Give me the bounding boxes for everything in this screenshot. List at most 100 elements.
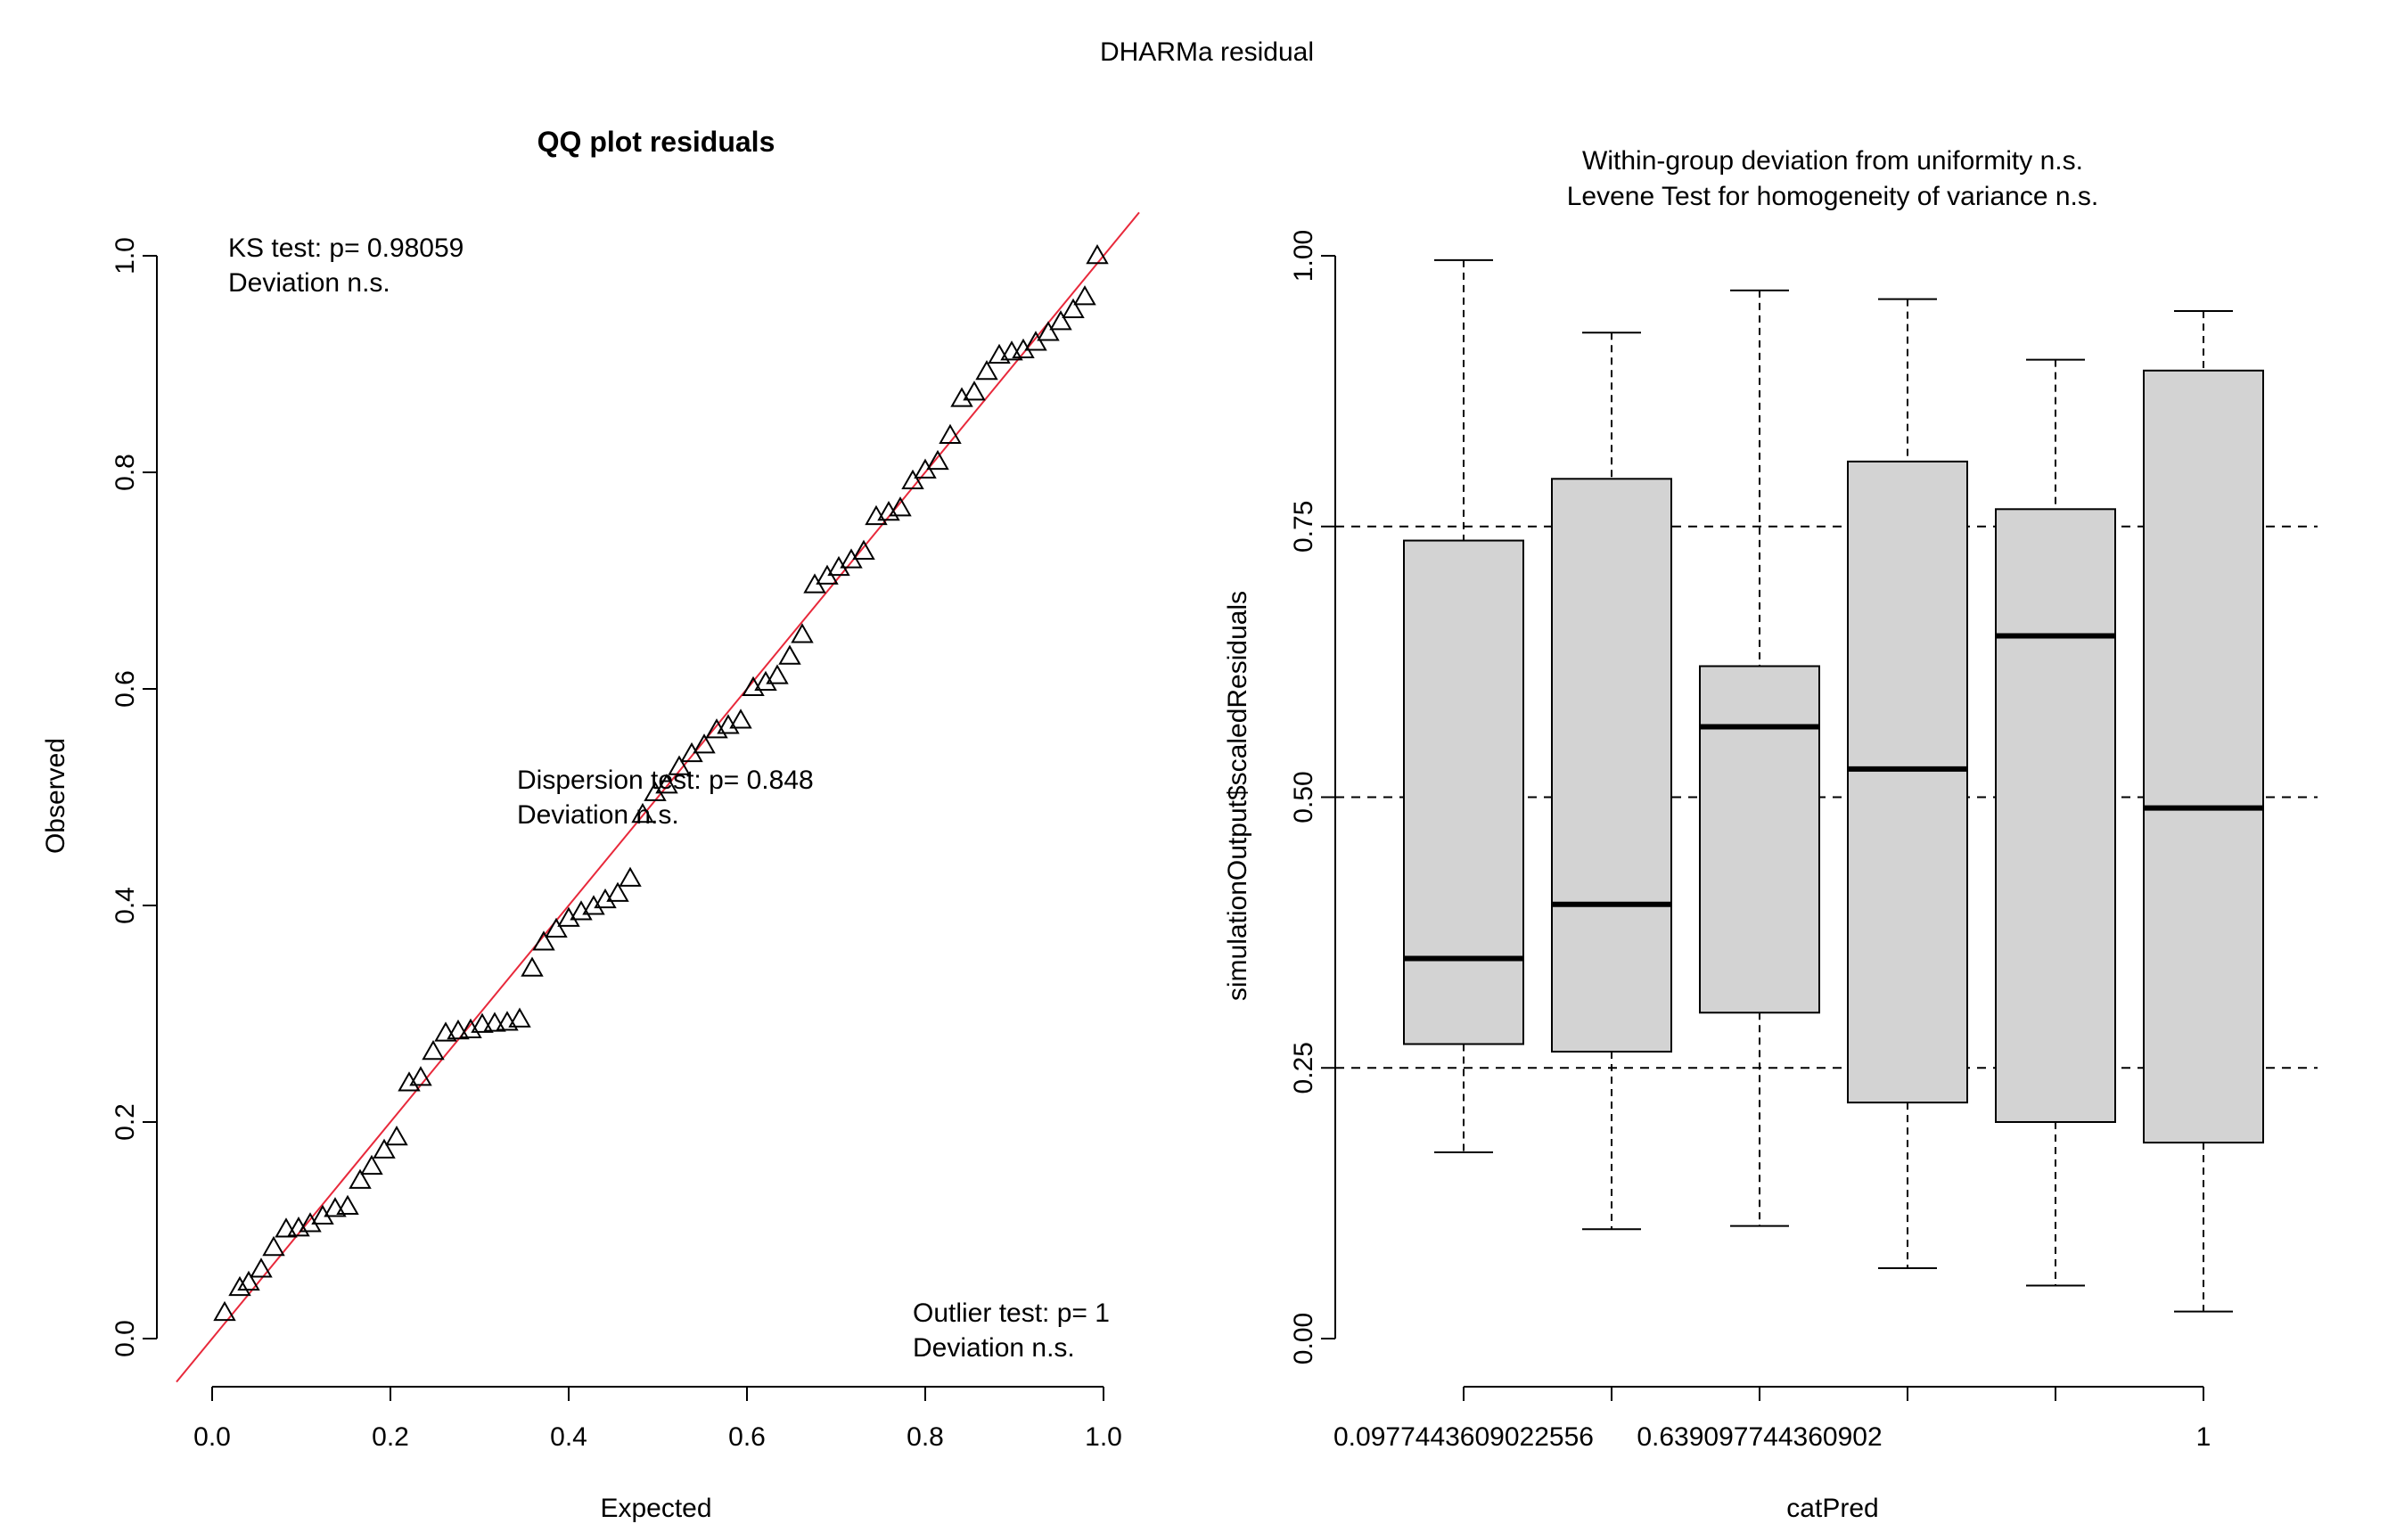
- qq-point: [1086, 243, 1109, 265]
- qq-point: [262, 1235, 285, 1257]
- boxplot-box-group: [1699, 289, 1820, 1227]
- boxplot-x-tick-label: 0.639097744360902: [1637, 1422, 1882, 1452]
- qq-point: [447, 1019, 470, 1040]
- box-iqr: [1847, 460, 1968, 1104]
- boxplot-x-axis-label: catPred: [1786, 1494, 1878, 1523]
- boxplot-y-axis: 0.00 0.25 0.50 0.75 1.00: [1289, 230, 1336, 1364]
- dispersion-deviation-text: Deviation n.s.: [517, 800, 679, 830]
- outlier-test-text: Outlier test: p= 1: [913, 1298, 1110, 1328]
- qq-point: [311, 1204, 334, 1225]
- qq-point: [754, 670, 777, 691]
- qq-point: [1073, 285, 1096, 306]
- qq-point: [827, 555, 850, 577]
- boxplot-y-tick-label: 1.00: [1289, 230, 1318, 282]
- qq-point: [582, 895, 605, 915]
- qq-point: [852, 539, 875, 560]
- qq-point: [1024, 331, 1047, 351]
- qq-point: [717, 714, 740, 734]
- qq-point: [508, 1007, 531, 1028]
- qq-point: [963, 381, 986, 401]
- qq-point: [1037, 321, 1060, 341]
- boxplot-y-tick-label: 0.50: [1289, 771, 1318, 823]
- qq-point: [1062, 298, 1085, 318]
- qq-point: [668, 755, 691, 775]
- box-iqr: [2143, 369, 2264, 1144]
- boxplot-box-group: [1403, 258, 1524, 1154]
- qq-y-tick-label: 0.0: [111, 1320, 140, 1357]
- qq-point: [250, 1257, 273, 1278]
- qq-y-tick-label: 0.2: [111, 1103, 140, 1141]
- qq-point: [901, 469, 924, 489]
- qq-point: [349, 1168, 372, 1189]
- qq-point: [1012, 338, 1035, 358]
- qq-point: [459, 1018, 482, 1038]
- boxplot-box-group: [1847, 298, 1968, 1270]
- qq-point: [360, 1154, 383, 1175]
- qq-point: [631, 802, 654, 823]
- qq-y-tick-label: 0.6: [111, 670, 140, 708]
- dispersion-test-text: Dispersion test: p= 0.848: [517, 766, 814, 795]
- qq-point: [545, 917, 568, 938]
- qq-point: [791, 623, 814, 643]
- qq-point: [975, 359, 998, 381]
- qq-points: [213, 243, 1109, 1322]
- qq-point: [926, 449, 949, 471]
- outlier-deviation-text: Deviation n.s.: [913, 1333, 1075, 1363]
- qq-point: [398, 1071, 421, 1092]
- boxplot-box-group: [2143, 309, 2264, 1313]
- qq-point: [950, 387, 973, 407]
- qq-point: [299, 1212, 322, 1233]
- qq-point: [228, 1275, 251, 1297]
- qq-plot-panel: QQ plot residuals 0.0 0.2 0.4 0.6 0.8 1.0 0.0…: [41, 126, 1140, 1523]
- qq-point: [471, 1012, 494, 1033]
- qq-point: [594, 888, 617, 909]
- qq-point: [324, 1197, 347, 1217]
- qq-y-tick-label: 1.0: [111, 237, 140, 274]
- boxplot-y-tick-label: 0.00: [1289, 1313, 1318, 1364]
- qq-y-axis: 0.0 0.2 0.4 0.6 0.8 1.0: [111, 237, 158, 1357]
- qq-point: [778, 644, 801, 665]
- qq-x-axis-label: Expected: [600, 1494, 711, 1523]
- qq-point: [557, 906, 580, 927]
- boxplot-y-tick-label: 0.75: [1289, 501, 1318, 553]
- qq-point: [521, 956, 544, 977]
- boxplot-title-line2: Levene Test for homogeneity of variance …: [1567, 182, 2098, 211]
- qq-point: [655, 774, 678, 794]
- boxplot-title-line1: Within-group deviation from uniformity n…: [1582, 146, 2083, 176]
- ks-deviation-text: Deviation n.s.: [228, 268, 390, 298]
- qq-plot-title: QQ plot residuals: [537, 126, 775, 158]
- box-iqr: [1995, 508, 2116, 1123]
- boxplot-x-tick-label: 0.0977443609022556: [1333, 1422, 1594, 1452]
- qq-point: [889, 496, 912, 517]
- figure-main-title: DHARMa residual: [1100, 37, 1314, 67]
- qq-point: [434, 1021, 457, 1042]
- qq-point: [644, 781, 667, 801]
- qq-y-axis-label: Observed: [41, 738, 70, 854]
- boxplot-y-axis-label: simulationOutput$scaledResiduals: [1223, 591, 1252, 1001]
- qq-point: [275, 1217, 298, 1238]
- box-iqr: [1403, 539, 1524, 1045]
- qq-x-tick-label: 0.8: [907, 1422, 944, 1452]
- qq-point: [422, 1040, 445, 1061]
- qq-point: [532, 930, 555, 951]
- box-iqr: [1551, 478, 1672, 1053]
- qq-point: [237, 1270, 260, 1291]
- qq-point: [865, 504, 888, 526]
- qq-point: [939, 423, 962, 444]
- qq-point: [373, 1138, 396, 1159]
- qq-x-tick-label: 0.0: [193, 1422, 231, 1452]
- boxplot-panel: Within-group deviation from uniformity n…: [1223, 146, 2318, 1523]
- qq-point: [729, 709, 752, 729]
- boxplot-x-axis: 0.0977443609022556 0.639097744360902 1: [1333, 1386, 2211, 1452]
- boxplot-box-group: [1551, 332, 1672, 1231]
- boxplot-y-tick-label: 0.25: [1289, 1042, 1318, 1094]
- qq-point: [213, 1300, 236, 1322]
- ks-test-text: KS test: p= 0.98059: [228, 233, 464, 263]
- qq-point: [766, 664, 789, 684]
- qq-point: [1049, 310, 1072, 331]
- qq-y-tick-label: 0.8: [111, 454, 140, 491]
- boxplot-x-tick-label: 1: [2196, 1422, 2211, 1452]
- qq-point: [385, 1125, 408, 1146]
- qq-x-tick-label: 0.2: [372, 1422, 409, 1452]
